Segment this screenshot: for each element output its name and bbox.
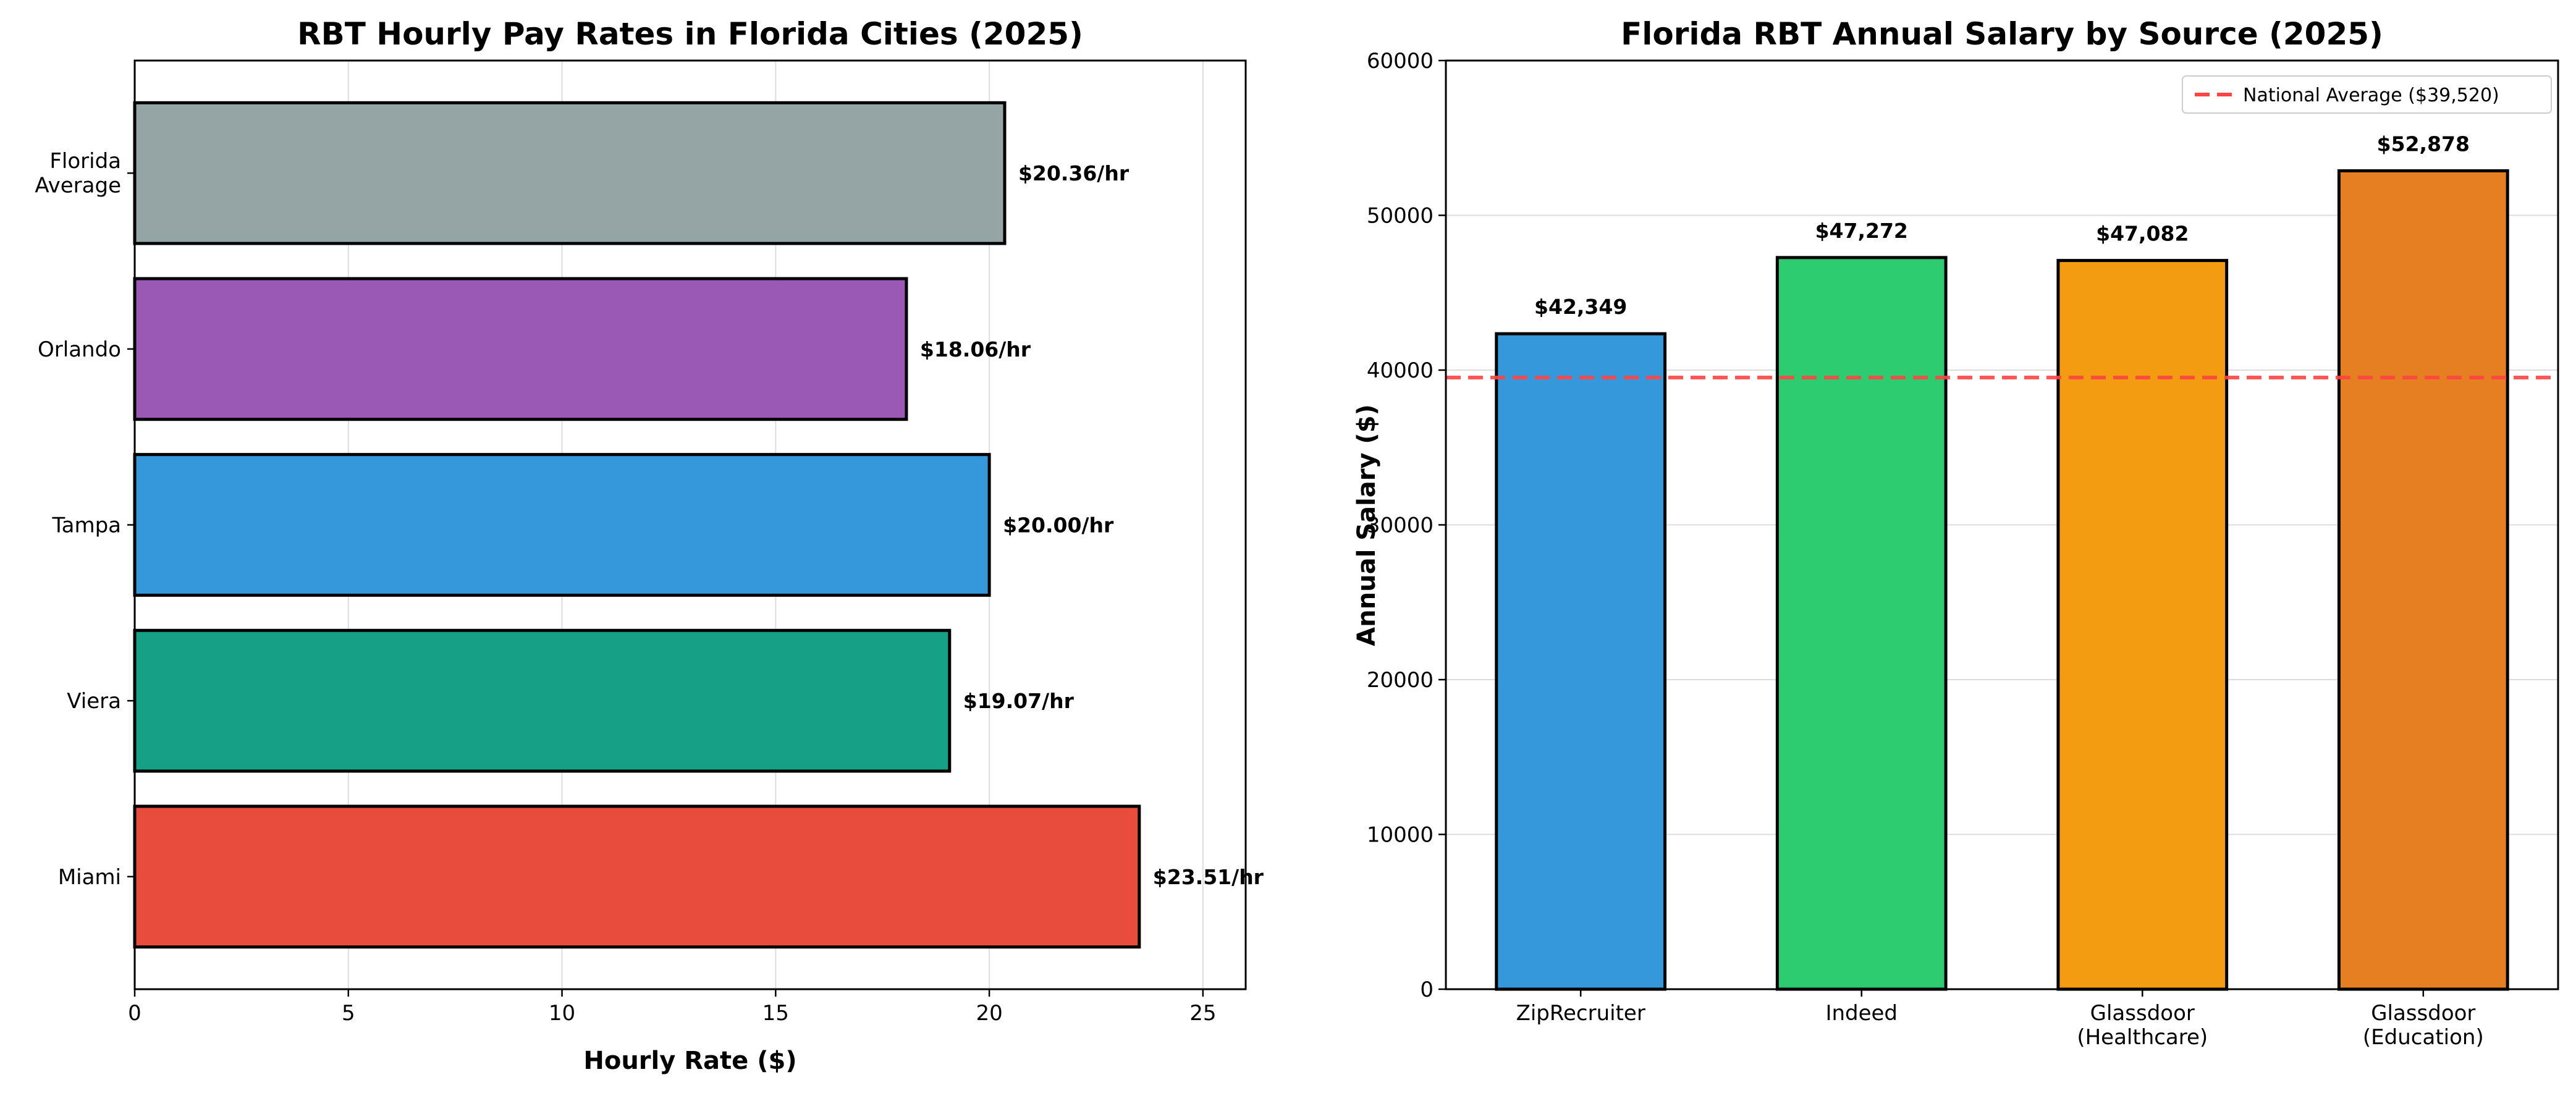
x-tick-label: Indeed xyxy=(1825,1001,1898,1026)
x-tick-label: 25 xyxy=(1189,1001,1216,1026)
y-tick-label: 60000 xyxy=(1367,49,1434,74)
x-tick-label: ZipRecruiter xyxy=(1516,1001,1645,1026)
y-tick-label: 50000 xyxy=(1367,204,1434,229)
x-tick-label: 10 xyxy=(549,1001,575,1026)
right-y-axis-label: Annual Salary ($) xyxy=(1353,404,1381,646)
x-tick-label: 15 xyxy=(762,1001,789,1026)
y-tick-label: 40000 xyxy=(1367,358,1434,383)
y-tick-label: 10000 xyxy=(1367,823,1434,848)
y-tick-label: Viera xyxy=(67,689,121,714)
data-label: $42,349 xyxy=(1534,295,1627,319)
x-tick-label: 20 xyxy=(976,1001,1002,1026)
y-tick-label: Florida Average xyxy=(35,149,121,198)
y-tick-label: Miami xyxy=(58,865,121,890)
x-tick-label: Glassdoor (Healthcare) xyxy=(2077,1001,2208,1050)
data-label: $20.36/hr xyxy=(1018,161,1130,185)
x-tick-label: 5 xyxy=(342,1001,355,1026)
bar xyxy=(133,453,991,597)
plot-frame xyxy=(133,59,1247,990)
y-tick-label: Orlando xyxy=(38,337,121,362)
y-tick-label: 20000 xyxy=(1367,668,1434,693)
data-label: $19.07/hr xyxy=(963,689,1075,713)
left-chart-title: RBT Hourly Pay Rates in Florida Cities (… xyxy=(297,16,1083,52)
legend-box xyxy=(2182,75,2552,114)
y-tick-label: Tampa xyxy=(51,513,121,538)
left-x-axis-label: Hourly Rate ($) xyxy=(583,1047,796,1075)
bar xyxy=(133,277,908,421)
data-label: $18.06/hr xyxy=(920,337,1031,361)
data-label: $20.00/hr xyxy=(1003,513,1114,538)
y-tick-label: 0 xyxy=(1420,977,1434,1002)
data-label: $47,272 xyxy=(1815,219,1908,243)
legend-label: National Average ($39,520) xyxy=(2243,85,2499,106)
bar xyxy=(1775,256,1948,991)
data-label: $47,082 xyxy=(2096,222,2189,246)
x-tick-label: 0 xyxy=(128,1001,141,1026)
plot-frame xyxy=(1445,59,2559,990)
bar xyxy=(2337,169,2509,991)
right-chart-title: Florida RBT Annual Salary by Source (202… xyxy=(1621,16,2383,52)
bar xyxy=(1495,332,1667,991)
y-tick-label: 30000 xyxy=(1367,513,1434,538)
x-tick-label: Glassdoor (Education) xyxy=(2363,1001,2484,1050)
data-label: $23.51/hr xyxy=(1153,865,1264,889)
bar xyxy=(133,804,1141,949)
bar xyxy=(133,628,952,773)
bar xyxy=(2056,259,2229,991)
data-label: $52,878 xyxy=(2377,132,2470,156)
bar xyxy=(133,101,1007,245)
